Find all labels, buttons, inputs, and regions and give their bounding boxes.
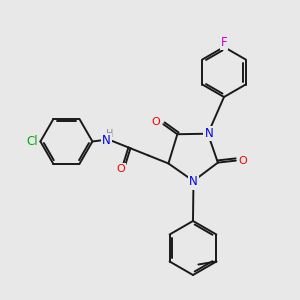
Text: O: O	[116, 164, 125, 175]
Text: O: O	[238, 156, 247, 166]
Text: Cl: Cl	[27, 135, 38, 148]
Text: H: H	[106, 130, 113, 140]
Text: F: F	[221, 35, 227, 49]
Text: N: N	[205, 127, 213, 140]
Text: N: N	[102, 134, 111, 147]
Text: O: O	[151, 117, 160, 127]
Text: N: N	[189, 176, 198, 188]
